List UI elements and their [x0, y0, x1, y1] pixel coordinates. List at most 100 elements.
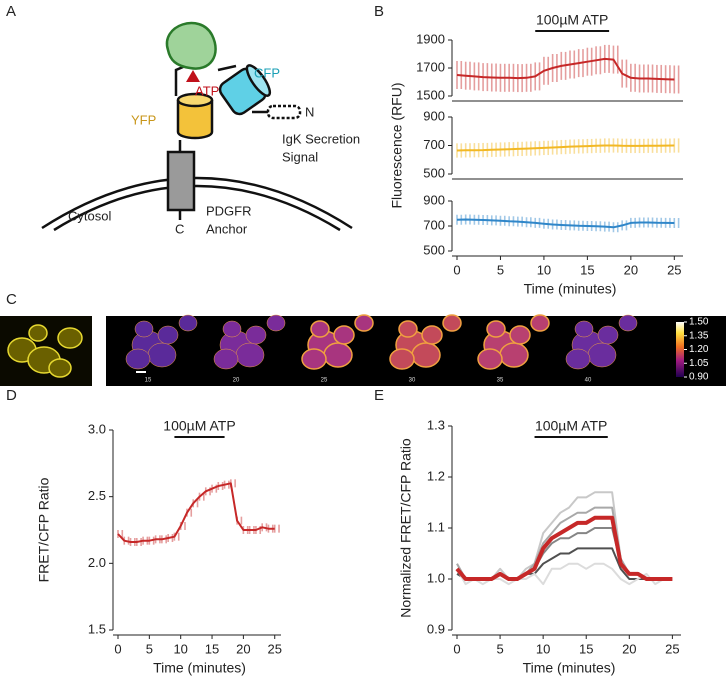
- panel-label: E: [374, 387, 384, 404]
- cell: [245, 325, 267, 345]
- time-label: 40: [585, 378, 592, 384]
- x-tick-label: 0: [453, 641, 460, 656]
- x-tick-label: 20: [236, 641, 250, 656]
- cfp-face: [245, 64, 272, 97]
- x-axis-label: Time (minutes): [523, 660, 616, 676]
- cell: [618, 314, 638, 332]
- cell: [235, 342, 265, 368]
- membrane: [41, 176, 353, 230]
- cell: [421, 325, 443, 345]
- colorbar-tick-label: 1.50: [689, 317, 709, 328]
- y-tick-label: 1500: [416, 87, 445, 102]
- atp-binding-domain: [165, 21, 217, 70]
- y-tick-label: 900: [423, 192, 445, 207]
- ratio-cells: [125, 314, 638, 370]
- annotation: 100µM ATP: [163, 418, 235, 434]
- series-line: [456, 57, 675, 81]
- label-n: N: [305, 104, 314, 119]
- cell: [574, 320, 594, 338]
- cell: [530, 314, 550, 332]
- cell: [310, 320, 330, 338]
- y-tick-label: 1.3: [427, 417, 445, 432]
- cell: [134, 320, 154, 338]
- x-tick-label: 10: [537, 262, 551, 277]
- x-tick-label: 25: [667, 262, 681, 277]
- y-tick-label: 1700: [416, 59, 445, 74]
- y-axis-label: Normalized FRET/CFP Ratio: [398, 438, 414, 618]
- annotation: 100µM ATP: [535, 418, 607, 434]
- igk-signal: [266, 104, 302, 120]
- x-axis-label: Time (minutes): [153, 660, 246, 676]
- atp: [186, 70, 200, 82]
- y-tick-label: 1900: [416, 31, 445, 46]
- time-label: 30: [409, 378, 416, 384]
- yfp-cells: [7, 324, 83, 378]
- cell: [213, 348, 239, 370]
- cell: [398, 320, 418, 338]
- x-tick-label: 10: [536, 641, 550, 656]
- label-c: C: [175, 221, 184, 236]
- label-pdgfr: PDGFR: [206, 203, 252, 218]
- cell: [178, 314, 198, 332]
- cell: [509, 325, 531, 345]
- y-tick-label: 2.0: [88, 555, 106, 570]
- pdgfr-anchor: [166, 150, 196, 212]
- colorbar: [676, 322, 684, 377]
- x-tick-label: 20: [624, 262, 638, 277]
- label-atp: ATP: [195, 83, 219, 98]
- colorbar-tick-label: 1.35: [689, 330, 709, 341]
- label-yfp: YFP: [131, 112, 156, 127]
- x-tick-label: 20: [622, 641, 636, 656]
- x-axis-label: Time (minutes): [524, 281, 617, 297]
- cell: [411, 342, 441, 368]
- cell: [477, 348, 503, 370]
- cell: [597, 325, 619, 345]
- series-line: [455, 515, 673, 581]
- cell: [333, 325, 355, 345]
- cell: [125, 348, 151, 370]
- panel-label: D: [6, 387, 17, 404]
- cell: [499, 342, 529, 368]
- cell: [389, 348, 415, 370]
- y-tick-label: 700: [423, 217, 445, 232]
- cell: [301, 348, 327, 370]
- label-cfp: CFP: [254, 65, 280, 80]
- cell: [587, 342, 617, 368]
- diagram: [41, 21, 353, 232]
- x-tick-label: 25: [665, 641, 679, 656]
- x-tick-label: 15: [579, 641, 593, 656]
- x-tick-label: 10: [173, 641, 187, 656]
- panel-label: A: [6, 3, 16, 20]
- x-tick-label: 5: [497, 262, 504, 277]
- series-line: [456, 144, 675, 152]
- y-tick-label: 700: [423, 137, 445, 152]
- y-tick-label: 3.0: [88, 421, 106, 436]
- y-tick-label: 500: [423, 165, 445, 180]
- label-cytosol: Cytosol: [68, 208, 111, 223]
- cell: [222, 320, 242, 338]
- label-igk: Signal: [282, 149, 318, 164]
- cell: [565, 348, 591, 370]
- time-label: 35: [497, 378, 504, 384]
- x-tick-label: 0: [114, 641, 121, 656]
- x-tick-label: 15: [205, 641, 219, 656]
- annotation: 100µM ATP: [536, 12, 608, 28]
- y-tick-label: 1.2: [427, 468, 445, 483]
- membrane: [53, 184, 341, 232]
- y-tick-label: 1.0: [427, 570, 445, 585]
- label-igk: IgK Secretion: [282, 131, 360, 146]
- time-label: 20: [233, 378, 240, 384]
- time-label: 15: [145, 378, 152, 384]
- series-line: [456, 218, 675, 229]
- cell: [486, 320, 506, 338]
- y-tick-label: 0.9: [427, 621, 445, 636]
- colorbar-tick-label: 1.05: [689, 358, 709, 369]
- y-tick-label: 1.1: [427, 519, 445, 534]
- y-tick-label: 1.5: [88, 621, 106, 636]
- y-tick-label: 2.5: [88, 488, 106, 503]
- cell: [157, 325, 179, 345]
- x-tick-label: 15: [580, 262, 594, 277]
- panel-label: B: [374, 3, 384, 20]
- series-line: [456, 506, 673, 580]
